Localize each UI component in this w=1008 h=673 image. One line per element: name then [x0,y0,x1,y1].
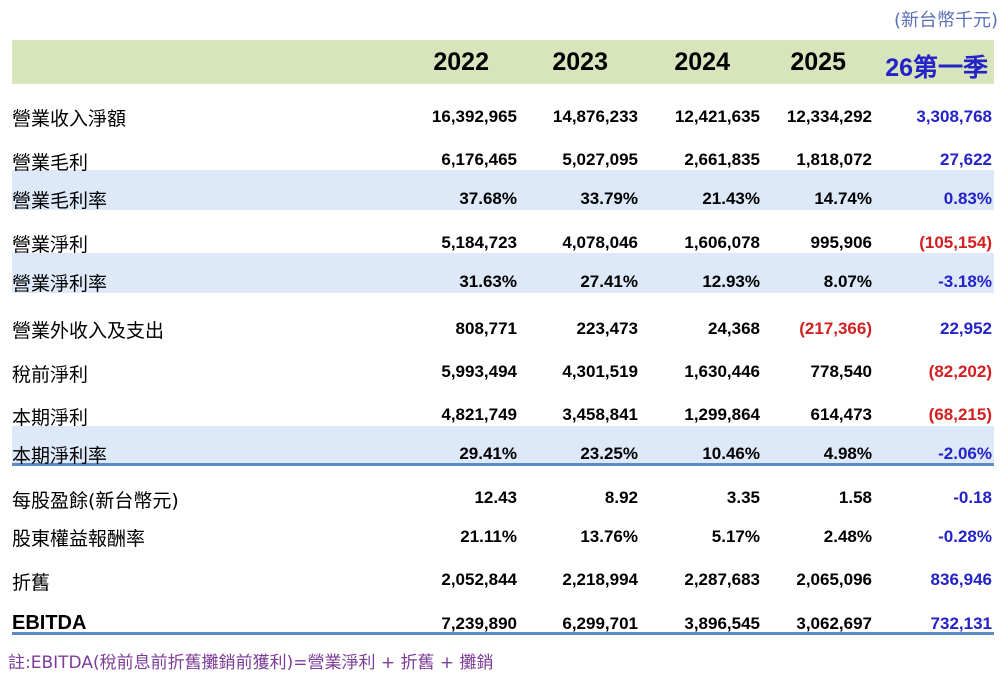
table-cell: 1,818,072 [796,150,872,169]
highlight-band [12,426,994,464]
footnote: 註:EBITDA(稅前息前折舊攤銷前獲利)=營業淨利 + 折舊 + 攤銷 [8,653,494,673]
row-label: 營業淨利率 [12,273,108,295]
table-cell: 2,218,994 [562,570,638,589]
table-cell: 29.41% [459,444,517,463]
section-divider [12,463,994,466]
table-cell: (105,154) [919,233,992,252]
table-cell: 7,239,890 [441,614,517,633]
table-cell: 3,896,545 [684,614,760,633]
table-cell: 2.48% [823,527,872,546]
table-cell: 31.63% [459,272,517,291]
table-cell: 14,876,233 [552,107,638,126]
table-cell: -2.06% [938,444,992,463]
table-cell: 3,458,841 [562,405,638,424]
row-label: 本期淨利率 [12,445,108,467]
table-cell: 13.76% [580,527,638,546]
column-header: 26第一季 [885,54,988,82]
row-label: 股東權益報酬率 [12,528,146,550]
table-cell: 0.83% [943,189,992,208]
table-cell: 27.41% [580,272,638,291]
table-cell: 1,630,446 [684,362,760,381]
column-header: 2022 [433,48,489,76]
table-cell: -3.18% [938,272,992,291]
row-label: 營業收入淨額 [12,108,127,130]
section-divider [12,632,994,635]
table-cell: (217,366) [799,319,872,338]
table-cell: 4,301,519 [562,362,638,381]
table-cell: 2,661,835 [684,150,760,169]
row-label: EBITDA [12,612,87,634]
table-cell: 10.46% [702,444,760,463]
table-cell: (82,202) [928,362,992,381]
table-cell: 614,473 [810,405,872,424]
table-cell: 8.07% [823,272,872,291]
column-header: 2023 [552,48,608,76]
table-cell: 16,392,965 [431,107,517,126]
header-band [12,40,994,84]
highlight-band [12,170,994,210]
table-cell: 23.25% [580,444,638,463]
table-cell: 12,421,635 [674,107,760,126]
table-cell: 3,308,768 [916,107,992,126]
table-cell: 8.92 [604,488,638,507]
table-cell: 4.98% [823,444,872,463]
unit-label: (新台幣千元) [893,10,998,31]
table-cell: -0.28% [938,527,992,546]
table-cell: 732,131 [930,614,992,633]
table-cell: 4,078,046 [562,233,638,252]
row-label: 本期淨利 [12,407,89,429]
table-cell: 4,821,749 [441,405,517,424]
table-cell: 6,299,701 [562,614,638,633]
row-label: 營業外收入及支出 [12,320,165,342]
table-cell: 12.43 [474,488,517,507]
table-cell: 5,184,723 [441,233,517,252]
table-cell: 12,334,292 [786,107,872,126]
column-header: 2024 [674,48,730,76]
row-label: 稅前淨利 [12,364,89,386]
row-label: 每股盈餘(新台幣元) [12,490,179,512]
table-cell: 5.17% [711,527,760,546]
table-cell: 5,027,095 [562,150,638,169]
table-cell: 24,368 [708,319,760,338]
table-cell: 995,906 [810,233,872,252]
table-cell: 3.35 [726,488,760,507]
table-cell: 1,606,078 [684,233,760,252]
table-cell: 2,065,096 [796,570,872,589]
table-cell: 12.93% [702,272,760,291]
highlight-band [12,253,994,293]
table-cell: 37.68% [459,189,517,208]
table-cell: 21.43% [702,189,760,208]
table-cell: 3,062,697 [796,614,872,633]
table-cell: 1.58 [838,488,872,507]
table-cell: (68,215) [928,405,992,424]
row-label: 營業毛利 [12,152,89,174]
table-cell: 22,952 [940,319,992,338]
row-label: 營業淨利 [12,234,89,256]
table-cell: 808,771 [455,319,517,338]
table-cell: 2,287,683 [684,570,760,589]
table-cell: -0.18 [953,488,992,507]
table-cell: 223,473 [576,319,638,338]
table-cell: 6,176,465 [441,150,517,169]
table-cell: 27,622 [940,150,992,169]
table-cell: 1,299,864 [684,405,760,424]
table-cell: 2,052,844 [441,570,517,589]
table-cell: 33.79% [580,189,638,208]
row-label: 營業毛利率 [12,190,108,212]
table-cell: 14.74% [814,189,872,208]
column-header: 2025 [790,48,846,76]
row-label: 折舊 [12,572,51,594]
table-cell: 5,993,494 [441,362,517,381]
table-cell: 836,946 [930,570,992,589]
table-cell: 21.11% [460,527,517,546]
table-cell: 778,540 [810,362,872,381]
